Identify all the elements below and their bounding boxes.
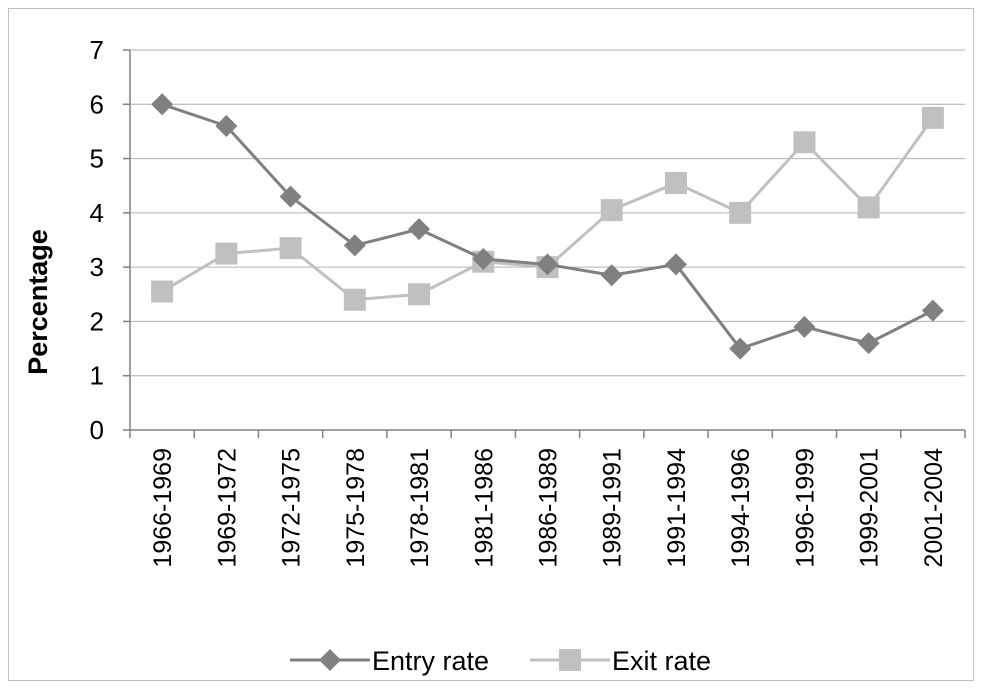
x-tick-label: 2001-2004 (920, 448, 948, 568)
data-point (343, 234, 366, 257)
legend-label: Exit rate (612, 646, 711, 676)
data-point (600, 199, 623, 222)
data-point (857, 196, 880, 219)
x-tick-label: 1966-1969 (149, 448, 177, 568)
y-tick-label: 5 (90, 144, 104, 174)
x-tick-label: 1969-1972 (213, 448, 241, 568)
y-tick-label: 2 (90, 306, 104, 336)
data-point (921, 106, 944, 129)
legend-label: Entry rate (372, 646, 489, 676)
x-tick-label: 1996-1999 (791, 448, 819, 568)
data-point (600, 264, 623, 287)
x-tick-labels: 1966-1969 1969-1972 1972-1975 1975-1978 1978… (149, 448, 948, 568)
legend-marker (559, 649, 581, 671)
series-line (161, 102, 934, 351)
y-tick-label: 6 (90, 89, 104, 119)
data-point (279, 185, 302, 208)
y-tick-label: 4 (90, 198, 104, 228)
x-tick-label: 1975-1978 (342, 448, 370, 568)
data-point (921, 299, 944, 322)
data-point (664, 172, 687, 194)
data-point (664, 253, 687, 276)
data-point (408, 283, 431, 306)
chart-frame (8, 8, 974, 681)
x-tick-label: 1986-1989 (535, 448, 563, 568)
y-tick-label: 3 (90, 252, 104, 282)
data-point (472, 248, 495, 270)
y-tick-label: 0 (90, 415, 104, 445)
legend: Entry rate Exit rate (290, 646, 711, 676)
gridlines (130, 49, 965, 377)
legend-item: Entry rate (290, 646, 489, 676)
y-tick-labels: 0 1 2 3 4 5 6 7 (90, 35, 104, 445)
x-tick-label: 1978-1981 (406, 448, 434, 568)
data-point (151, 93, 174, 116)
axes (123, 49, 966, 438)
x-tick-label: 1999-2001 (856, 448, 884, 568)
data-point (793, 131, 816, 154)
data-point (536, 253, 559, 276)
x-tick-label: 1981-1986 (470, 448, 498, 568)
data-point (215, 115, 238, 137)
series-entry-rate (151, 93, 944, 360)
x-tick-label: 1994-1996 (727, 448, 755, 568)
x-tick-label: 1972-1975 (278, 448, 306, 568)
data-point (857, 332, 880, 355)
series-exit-rate (151, 106, 944, 311)
data-point (279, 237, 302, 260)
x-tick-label: 1991-1994 (663, 448, 691, 568)
y-tick-label: 7 (90, 35, 104, 65)
data-point (215, 242, 238, 265)
data-point (151, 280, 174, 303)
y-tick-label: 1 (90, 361, 104, 391)
legend-marker (319, 649, 341, 671)
data-point (729, 337, 752, 360)
data-point (729, 201, 752, 224)
series-group (151, 93, 944, 360)
data-point (343, 288, 366, 311)
y-axis-label: Percentage (23, 229, 53, 375)
legend-item: Exit rate (530, 646, 711, 676)
data-point (793, 315, 816, 338)
data-point (408, 218, 431, 241)
x-tick-label: 1989-1991 (599, 448, 627, 568)
